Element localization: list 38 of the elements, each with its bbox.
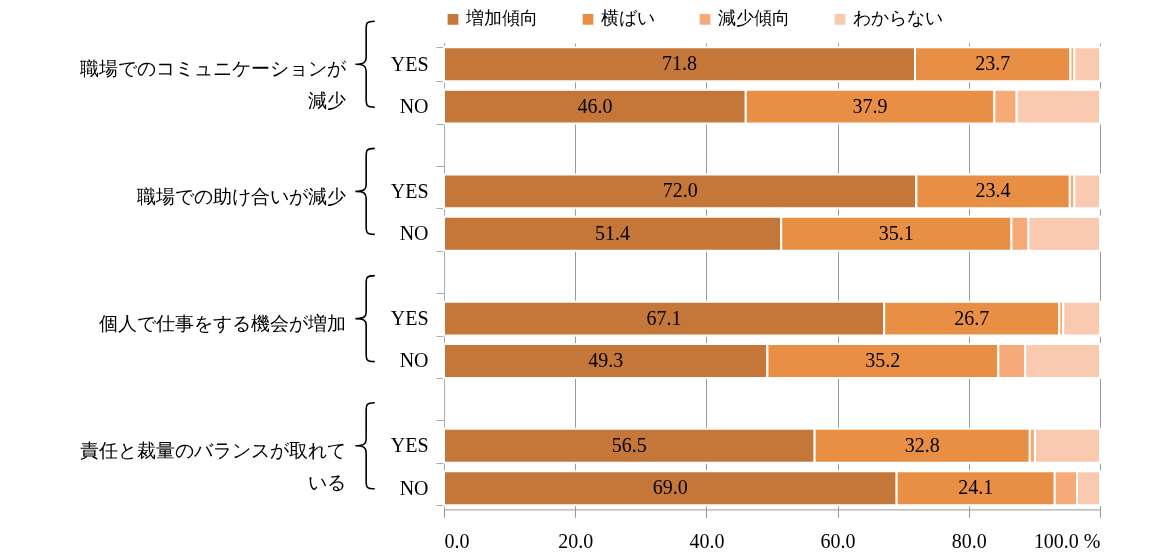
- y-tick-label: NO: [399, 222, 429, 245]
- data-label: 56.5: [611, 433, 647, 456]
- text: 責任と裁量のバランスが取れている: [80, 438, 346, 493]
- legend-label: 減少傾向: [718, 7, 790, 29]
- legend-label: 横ばい: [601, 7, 655, 29]
- text: 職場での助け合いが減少: [137, 184, 346, 207]
- data-label: 51.4: [595, 221, 631, 244]
- x-tick-label: 0.0: [444, 529, 470, 552]
- text: 個人で仕事をする機会が増加: [99, 311, 346, 334]
- data-label: 26.7: [954, 306, 990, 329]
- data-label: 24.1: [958, 476, 994, 499]
- x-tick-label: 60.0: [820, 529, 856, 552]
- y-tick-label: YES: [390, 179, 429, 202]
- y-tick-label: NO: [399, 476, 429, 499]
- data-label: 49.3: [588, 348, 624, 371]
- legend-label: 増加傾向: [465, 7, 538, 29]
- y-tick-label: YES: [390, 434, 429, 457]
- data-label: 35.1: [878, 221, 914, 244]
- data-label: 32.8: [904, 433, 940, 456]
- data-label: 67.1: [646, 306, 682, 329]
- y-tick-label: YES: [390, 52, 429, 75]
- y-tick-label: NO: [399, 95, 429, 118]
- data-label: 72.0: [662, 179, 698, 202]
- data-label: 23.4: [975, 179, 1011, 202]
- x-tick-label: 20.0: [558, 529, 594, 552]
- y-tick-label: YES: [390, 307, 429, 330]
- data-label: 71.8: [662, 52, 697, 75]
- data-label: 46.0: [577, 94, 613, 117]
- x-tick-label: 100.0 %: [1033, 529, 1101, 552]
- legend-label: わからない: [853, 7, 943, 29]
- x-tick-label: 40.0: [689, 529, 725, 552]
- y-tick-label: NO: [399, 349, 429, 372]
- data-label: 69.0: [652, 476, 688, 499]
- x-tick-label: 80.0: [951, 529, 987, 552]
- text: 職場でのコミュニケーションが減少: [80, 57, 347, 112]
- data-label: 37.9: [852, 94, 888, 117]
- data-label: 23.7: [975, 52, 1011, 75]
- data-label: 35.2: [865, 348, 901, 371]
